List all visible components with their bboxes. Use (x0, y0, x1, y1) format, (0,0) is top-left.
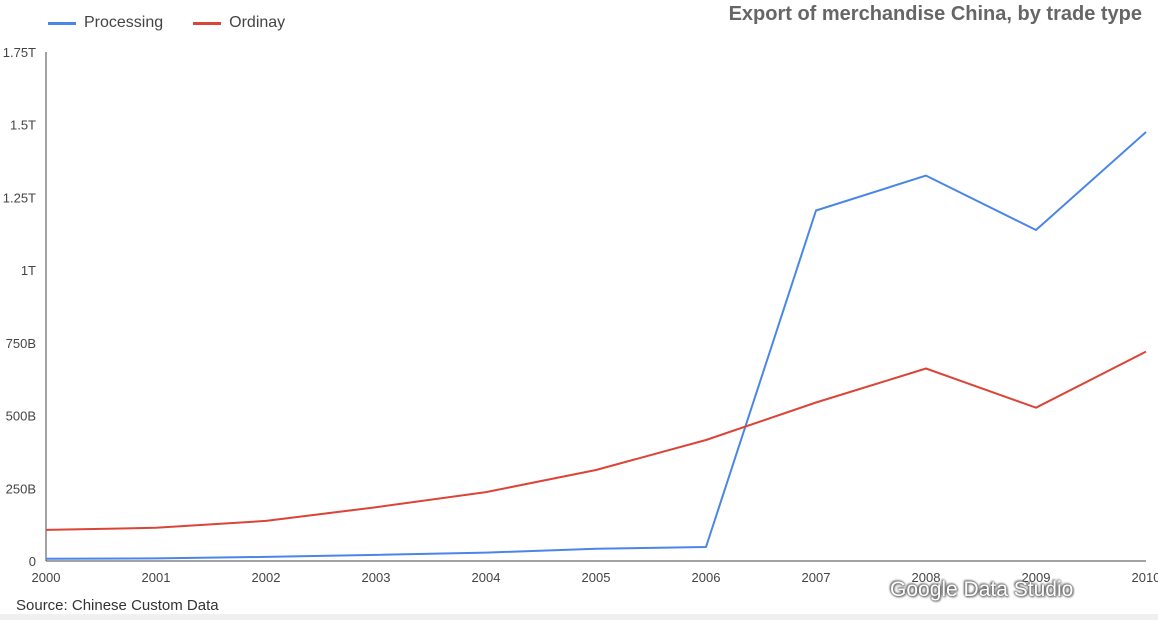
legend-swatch-processing (48, 21, 76, 25)
x-tick-label: 2004 (472, 570, 501, 585)
legend-label-ordinay: Ordinay (229, 14, 286, 31)
bottom-strip (0, 614, 1158, 620)
chart-title: Export of merchandise China, by trade ty… (728, 3, 1142, 25)
legend-label-processing: Processing (84, 14, 164, 31)
y-tick-label: 1.75T (3, 45, 36, 60)
series-line-ordinay[interactable] (45, 350, 1147, 531)
y-tick-label: 750B (6, 336, 36, 351)
y-tick-label: 1.25T (3, 190, 36, 205)
watermark: Google Data Studio (890, 578, 1074, 601)
x-tick-label: 2006 (692, 570, 721, 585)
y-tick-label: 0 (29, 554, 36, 569)
x-tick-label: 2009 (1022, 570, 1051, 585)
series-line-processing[interactable] (45, 131, 1147, 560)
x-tick-label: 2001 (142, 570, 171, 585)
y-axis: 0 250B 500B 750B 1T 1.25T 1.5T 1.75T (3, 45, 47, 569)
x-tick-label: 2002 (252, 570, 281, 585)
y-tick-label: 500B (6, 409, 36, 424)
legend-item-ordinay[interactable]: Ordinay (193, 14, 285, 32)
x-tick-label: 2000 (32, 570, 61, 585)
legend-item-processing[interactable]: Processing (48, 14, 163, 32)
legend-swatch-ordinay (193, 21, 222, 25)
x-tick-label: 2007 (802, 570, 831, 585)
source-note: Source: Chinese Custom Data (16, 597, 219, 614)
x-tick-label: 2003 (362, 570, 391, 585)
series-lines (45, 131, 1147, 560)
x-tick-label: 2008 (912, 570, 941, 585)
y-tick-label: 1T (21, 263, 36, 278)
x-tick-label: 2010 (1132, 570, 1158, 585)
x-tick-label: 2005 (582, 570, 611, 585)
legend: Processing Ordinay (48, 14, 285, 32)
y-tick-label: 1.5T (10, 118, 36, 133)
y-tick-label: 250B (6, 481, 36, 496)
x-axis: 2000 2001 2002 2003 2004 2005 2006 2007 2008 2009… (32, 560, 1158, 585)
